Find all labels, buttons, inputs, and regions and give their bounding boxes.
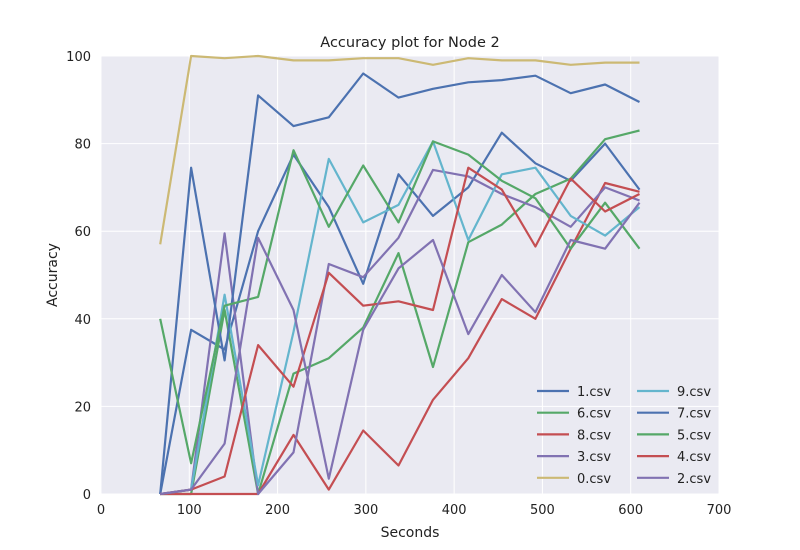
series-line-8: [159, 140, 641, 465]
series-line-4: [160, 168, 640, 496]
x-tick-label: 400: [442, 503, 467, 518]
legend-label: 7.csv: [677, 407, 711, 422]
legend-label: 8.csv: [577, 428, 611, 443]
chart-title: Accuracy plot for Node 2: [320, 35, 499, 51]
legend-label: 4.csv: [677, 450, 711, 465]
tick-labels: 0 100 200 300 400 500 600 700 0 20 40 60 80 100: [66, 50, 731, 518]
legend-label: 6.csv: [577, 407, 611, 422]
legend-label: 9.csv: [677, 385, 711, 400]
plot-area: [101, 56, 719, 494]
series-line-5: [159, 54, 640, 245]
x-tick-label: 500: [530, 503, 555, 518]
legend-label: 3.csv: [577, 450, 611, 465]
series-line-10: [160, 202, 641, 496]
y-tick-label: 60: [74, 225, 91, 240]
x-tick-label: 100: [177, 503, 202, 518]
y-tick-label: 0: [83, 488, 91, 503]
series-line-1: [159, 131, 641, 495]
x-tick-label: 300: [353, 503, 378, 518]
x-axis-label: Seconds: [381, 525, 440, 541]
legend: 1.csv 6.csv 8.csv 3.csv 0.csv 9.csv 7.csv 5.csv…: [537, 385, 711, 487]
x-tick-label: 600: [618, 503, 643, 518]
y-tick-label: 100: [66, 50, 91, 65]
legend-label: 0.csv: [577, 472, 611, 487]
x-tick-label: 700: [707, 503, 732, 518]
y-axis-label: Accuracy: [45, 243, 61, 307]
legend-label: 1.csv: [577, 385, 611, 400]
series-lines: [159, 54, 641, 496]
y-tick-label: 80: [74, 138, 91, 153]
x-tick-label: 200: [265, 503, 290, 518]
series-line-3: [160, 181, 640, 496]
series-line-9: [160, 166, 640, 496]
series-line-7: [159, 72, 640, 495]
x-tick-label: 0: [97, 503, 105, 518]
legend-label: 2.csv: [677, 472, 711, 487]
legend-label: 5.csv: [677, 428, 711, 443]
y-tick-label: 20: [74, 400, 91, 415]
y-tick-label: 40: [74, 313, 91, 328]
